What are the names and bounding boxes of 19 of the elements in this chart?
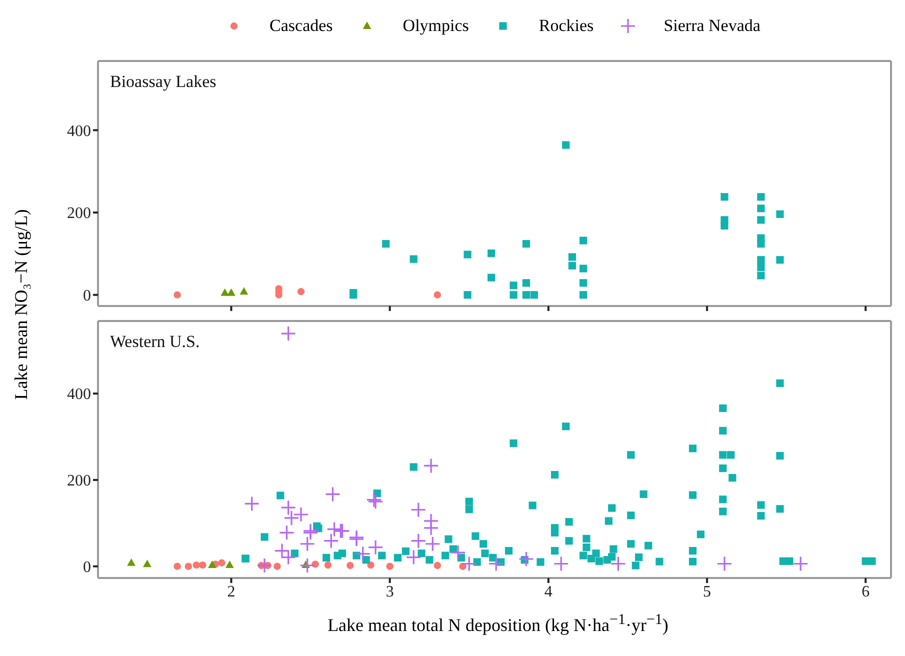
x-tick-label: 6 (862, 583, 870, 600)
x-tick-label: 2 (227, 583, 236, 600)
text: Bioassay Lakes (110, 72, 216, 92)
x-axis-title: Lake mean total N deposition (kg N·ha$^{−1}$·yr$^{−1}$) (328, 612, 668, 635)
y-tick-label: 200 (67, 472, 91, 490)
y-axis-title: Lake mean NO₃−N (μg/L) (10, 208, 31, 400)
legend-label: Rockies (538, 16, 594, 36)
y-tick-label: 0 (83, 559, 91, 576)
y-tick-label: 400 (67, 122, 91, 140)
y-tick-label: 0 (83, 288, 91, 305)
legend-label: Cascades (270, 16, 333, 36)
y-tick-label: 200 (67, 205, 91, 222)
legend-label: Olympics (402, 16, 469, 36)
x-tick-label: 3 (386, 583, 394, 600)
x-tick-label: 4 (544, 583, 552, 600)
x-tick-label: 5 (703, 583, 712, 600)
y-tick-label: 400 (67, 386, 91, 404)
text: Western U.S. (110, 332, 200, 352)
legend-label: Sierra Nevada (664, 16, 760, 36)
